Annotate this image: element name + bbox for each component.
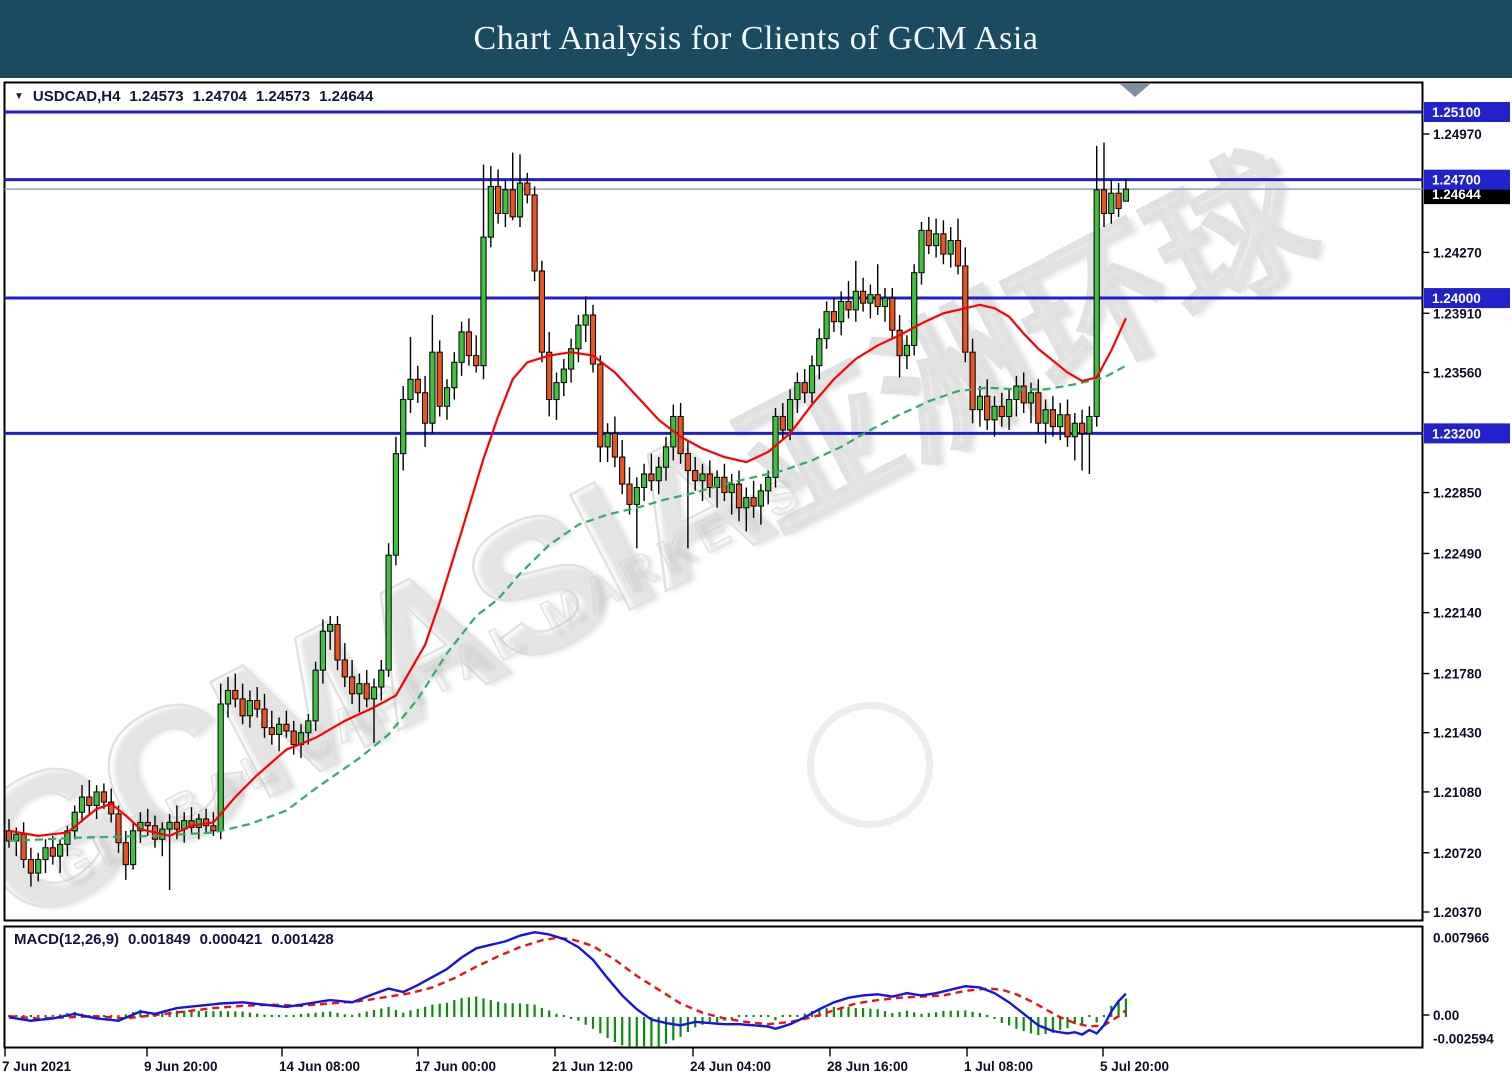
time-axis[interactable]: 7 Jun 2021 9 Jun 20:00 14 Jun 08:00 17 Jun … (2, 1047, 1169, 1075)
svg-text:0.00: 0.00 (1433, 1008, 1459, 1023)
svg-text:21 Jun 12:00: 21 Jun 12:00 (552, 1059, 633, 1074)
candlestick-series (5, 142, 1130, 891)
svg-text:1.25100: 1.25100 (1432, 105, 1481, 120)
svg-text:5 Jul 20:00: 5 Jul 20:00 (1100, 1059, 1169, 1074)
support-resistance-levels[interactable]: 1.25100 1.24700 1.24000 1.23200 (4, 102, 1511, 444)
panel-borders (3, 81, 1424, 1049)
watermark-logo-circle (807, 702, 933, 828)
ohlc-close: 1.24644 (319, 88, 374, 105)
svg-text:1.20720: 1.20720 (1433, 846, 1482, 861)
macd-hist-value: 0.001428 (271, 931, 334, 948)
svg-text:1.24970: 1.24970 (1433, 127, 1482, 142)
macd-histogram (7, 996, 1128, 1047)
ohlc-low: 1.24573 (255, 88, 311, 105)
macd-signal-value: 0.000421 (199, 931, 263, 948)
symbol-period-label: USDCAD,H4 (32, 88, 121, 105)
price-axis[interactable]: 1.24970 1.24270 1.23910 1.23560 1.22850 1.224… (1422, 127, 1482, 920)
svg-text:1.24700: 1.24700 (1432, 173, 1481, 188)
svg-text:1.23910: 1.23910 (1433, 306, 1482, 321)
svg-text:28 Jun 16:00: 28 Jun 16:00 (827, 1059, 908, 1074)
moving-averages (8, 303, 1127, 843)
svg-text:1 Jul 08:00: 1 Jul 08:00 (964, 1059, 1033, 1074)
svg-text:1.20370: 1.20370 (1433, 905, 1482, 920)
svg-text:0.007966: 0.007966 (1433, 931, 1490, 946)
svg-text:-0.002594: -0.002594 (1433, 1032, 1494, 1047)
macd-main-value: 0.001849 (128, 931, 191, 948)
svg-text:1.22140: 1.22140 (1433, 606, 1482, 621)
page-title: Chart Analysis for Clients of GCM Asia (473, 20, 1039, 57)
svg-text:1.21080: 1.21080 (1433, 785, 1482, 800)
svg-text:1.23200: 1.23200 (1432, 426, 1481, 441)
scroll-to-end-marker-icon[interactable] (1120, 84, 1150, 97)
symbol-ohlc-header: ▼ USDCAD,H4 1.24573 1.24704 1.24573 1.24644 (14, 88, 373, 105)
title-banner: Chart Analysis for Clients of GCM Asia (0, 0, 1512, 78)
macd-axis[interactable]: 0.007966 0.00 -0.002594 (1422, 931, 1495, 1047)
svg-text:7 Jun 2021: 7 Jun 2021 (2, 1059, 72, 1074)
svg-text:1.21430: 1.21430 (1433, 726, 1482, 741)
svg-text:24 Jun 04:00: 24 Jun 04:00 (690, 1059, 771, 1074)
macd-lines (8, 930, 1127, 1036)
svg-text:1.24644: 1.24644 (1432, 187, 1481, 202)
svg-text:14 Jun 08:00: 14 Jun 08:00 (279, 1059, 360, 1074)
chevron-down-icon[interactable]: ▼ (14, 91, 24, 102)
svg-text:1.24270: 1.24270 (1433, 245, 1482, 260)
watermark-layer: GCMASIA亚洲环球 GLOBAL CAPITAL MARKETS (5, 83, 1422, 919)
ohlc-open: 1.24573 (129, 88, 184, 105)
svg-text:17 Jun 00:00: 17 Jun 00:00 (415, 1059, 496, 1074)
svg-text:1.22850: 1.22850 (1433, 486, 1482, 501)
macd-label: MACD(12,26,9) (14, 931, 120, 948)
svg-text:9 Jun 20:00: 9 Jun 20:00 (144, 1059, 218, 1074)
svg-text:1.21780: 1.21780 (1433, 667, 1482, 682)
macd-header: MACD(12,26,9) 0.001849 0.000421 0.001428 (14, 931, 334, 948)
current-price-line: 1.24644 (4, 184, 1510, 205)
svg-text:1.22490: 1.22490 (1433, 546, 1482, 561)
svg-text:1.23560: 1.23560 (1433, 365, 1482, 380)
svg-text:1.24000: 1.24000 (1432, 291, 1481, 306)
ohlc-high: 1.24704 (192, 88, 247, 105)
